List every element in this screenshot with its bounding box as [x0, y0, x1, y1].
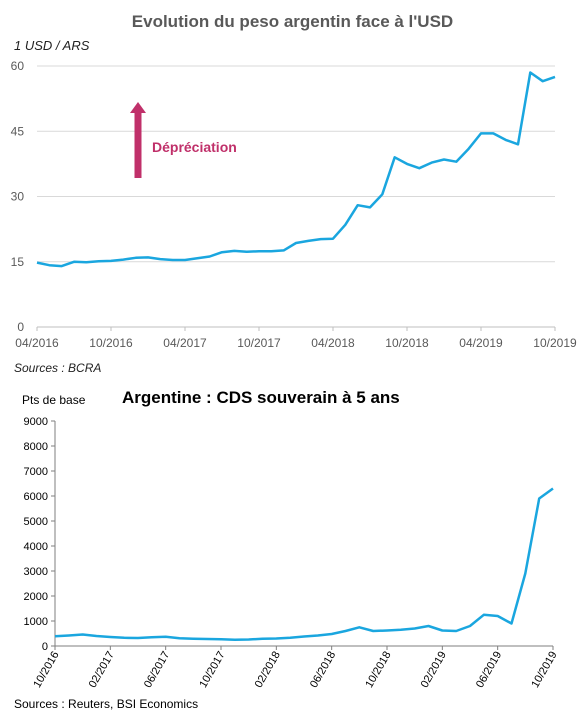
chart2-xtick-label: 10/2016 — [31, 650, 61, 690]
chart2-ytick-label: 7000 — [24, 466, 48, 478]
chart1-series-line — [36, 71, 556, 268]
chart2-xtick-label: 02/2018 — [253, 650, 283, 690]
chart2-ytick-label: 6000 — [24, 491, 48, 503]
chart1-unit-label: 1 USD / ARS — [14, 38, 90, 53]
chart1-ytick-label: 15 — [11, 255, 25, 269]
chart1-xtick-label: 10/2017 — [237, 336, 281, 350]
chart1-source: Sources : BCRA — [14, 361, 102, 375]
chart2-ytick-label: 8000 — [24, 441, 48, 453]
chart2-ytick-label: 2000 — [24, 591, 48, 603]
chart1-xtick-label: 04/2017 — [163, 336, 207, 350]
chart1-title: Evolution du peso argentin face à l'USD — [131, 12, 454, 31]
chart1-xtick-label: 10/2019 — [533, 336, 577, 350]
chart2-xtick-label: 02/2017 — [87, 650, 117, 690]
chart2-ytick-label: 1000 — [24, 616, 48, 628]
chart2-xtick-label: 02/2019 — [419, 650, 449, 690]
chart1-xtick-label: 04/2019 — [459, 336, 503, 350]
chart1-xtick-label: 04/2018 — [311, 336, 355, 350]
chart2-ytick-label: 5000 — [24, 516, 48, 528]
depreciation-arrow-shaft — [134, 112, 142, 178]
chart1-xtick-label: 10/2016 — [89, 336, 133, 350]
chart2-ytick-label: 0 — [42, 641, 48, 653]
chart2-series-line — [54, 487, 554, 642]
chart1-xtick-label: 04/2016 — [15, 336, 59, 350]
chart2-ytick-label: 9000 — [24, 416, 48, 428]
chart2-title: Argentine : CDS souverain à 5 ans — [122, 388, 400, 407]
depreciation-annotation: Dépréciation — [152, 139, 237, 155]
chart1-ytick-label: 45 — [11, 124, 25, 138]
chart2-ytick-label: 4000 — [24, 541, 48, 553]
chart2-xtick-label: 10/2019 — [529, 650, 559, 690]
chart1-ytick-label: 60 — [11, 59, 25, 73]
chart2-unit-label: Pts de base — [22, 393, 86, 407]
chart1-ytick-label: 30 — [11, 190, 25, 204]
chart2-xtick-label: 10/2017 — [197, 650, 227, 690]
chart2-xtick-label: 06/2019 — [474, 650, 504, 690]
chart1-xtick-label: 10/2018 — [385, 336, 429, 350]
chart1-ytick-label: 0 — [17, 320, 24, 334]
chart2-source: Sources : Reuters, BSI Economics — [14, 697, 199, 711]
chart2-xtick-label: 10/2018 — [363, 650, 393, 690]
chart2-xtick-label: 06/2017 — [142, 650, 172, 690]
depreciation-arrow-head — [130, 102, 146, 113]
chart1-plot: 0 15 30 45 60 04/2016 10/2016 04/2017 10/2017 04/… — [11, 59, 577, 350]
chart2-ytick-label: 3000 — [24, 566, 48, 578]
chart2-xtick-label: 06/2018 — [308, 650, 338, 690]
